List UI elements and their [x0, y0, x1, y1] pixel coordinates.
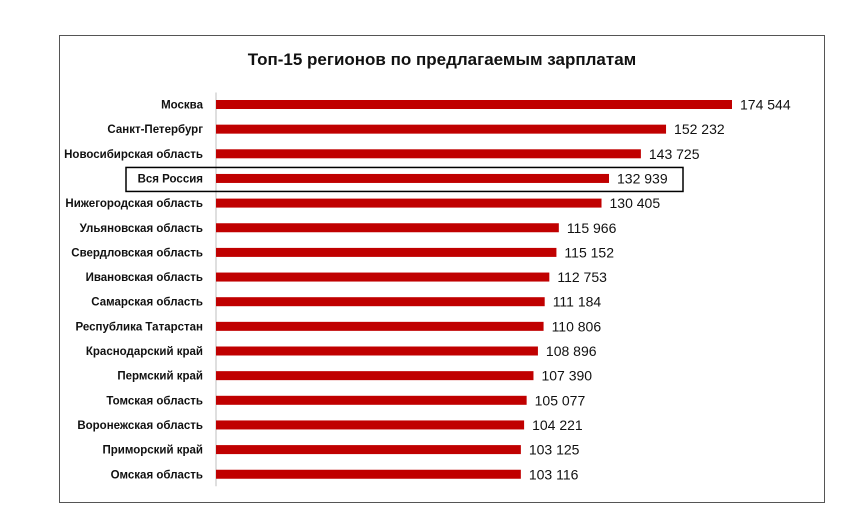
bar: [216, 346, 538, 356]
chart-title: Топ-15 регионов по предлагаемым зарплата…: [247, 50, 637, 69]
bar: [216, 124, 667, 134]
category-label: Самарская область: [91, 297, 203, 309]
data-label: 110 806: [552, 318, 602, 334]
category-label: Свердловская область: [71, 247, 203, 259]
data-label: 104 221: [532, 417, 583, 433]
category-label: Санкт-Петербург: [107, 124, 203, 136]
bar: [216, 100, 732, 109]
data-label: 103 116: [529, 466, 579, 482]
highlight-box: [125, 166, 684, 193]
bar: [216, 198, 602, 208]
category-label: Воронежская область: [77, 420, 203, 432]
category-label: Ульяновская область: [80, 223, 203, 235]
data-label: 108 896: [546, 343, 597, 359]
bar: [216, 420, 525, 430]
bar: [216, 469, 521, 479]
data-label: 111 184: [553, 294, 602, 310]
category-label: Ивановская область: [86, 272, 203, 284]
category-label: Краснодарский край: [86, 346, 203, 358]
data-label: 115 152: [564, 244, 614, 260]
bar: [216, 321, 544, 331]
bar: [216, 272, 550, 282]
category-label: Вся Россия: [138, 173, 203, 185]
bar: [216, 247, 557, 257]
data-label: 115 966: [567, 220, 617, 236]
bar: [216, 297, 545, 307]
category-label: Омская область: [111, 469, 203, 481]
data-label: 103 125: [529, 442, 580, 458]
data-label: 107 390: [541, 368, 592, 384]
bar: [216, 395, 527, 405]
data-label: 174 544: [740, 97, 791, 113]
data-label: 130 405: [610, 195, 661, 211]
category-label: Новосибирская область: [64, 149, 203, 161]
bar: [216, 149, 641, 159]
data-label: 143 725: [649, 146, 700, 162]
category-label: Республика Татарстан: [76, 321, 204, 333]
bar: [216, 371, 534, 381]
data-label: 105 077: [535, 392, 586, 408]
bar: [216, 445, 521, 455]
category-label: Москва: [161, 100, 204, 112]
data-label: 152 232: [674, 121, 725, 137]
category-label: Нижегородская область: [65, 198, 203, 210]
bar: [216, 223, 559, 233]
data-label: 112 753: [557, 269, 607, 285]
bar: [216, 173, 610, 183]
data-label: 132 939: [617, 170, 668, 186]
category-label: Томская область: [106, 395, 203, 407]
category-label: Пермский край: [117, 371, 203, 383]
category-label: Приморский край: [103, 445, 204, 457]
